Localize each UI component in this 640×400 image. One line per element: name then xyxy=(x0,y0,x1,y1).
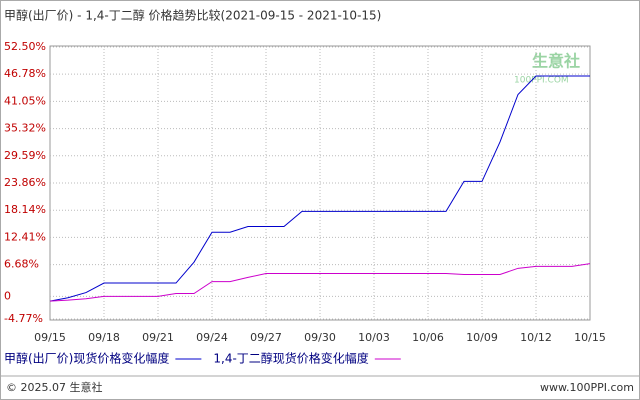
series-line xyxy=(49,75,590,302)
series-line xyxy=(49,263,591,302)
y-tick-label: 0 xyxy=(4,289,11,302)
x-tick-label: 09/18 xyxy=(88,331,120,344)
y-tick-label: 6.68% xyxy=(4,258,39,271)
x-tick-label: 10/12 xyxy=(520,331,552,344)
y-tick-label: 52.50% xyxy=(4,40,46,53)
y-tick-label: 29.59% xyxy=(4,149,46,162)
y-tick-label: 35.32% xyxy=(4,122,46,135)
x-tick-label: 10/03 xyxy=(358,331,390,344)
x-tick-label: 10/06 xyxy=(412,331,444,344)
x-tick-label: 09/24 xyxy=(196,331,228,344)
y-tick-label: 12.41% xyxy=(4,230,46,243)
footer-left: © 2025.07 生意社 xyxy=(6,380,102,394)
y-tick-label: -4.77% xyxy=(4,312,43,325)
x-tick-label: 10/15 xyxy=(574,331,606,344)
x-tick-label: 09/21 xyxy=(142,331,174,344)
legend-label: 1,4-丁二醇现货价格变化幅度 xyxy=(213,351,368,366)
x-tick-label: 10/09 xyxy=(466,331,498,344)
y-tick-label: 41.05% xyxy=(4,94,46,107)
footer-right: www.100PPI.com xyxy=(540,381,634,394)
chart-title: 甲醇(出厂价) - 1,4-丁二醇 价格趋势比较(2021-09-15 - 20… xyxy=(4,8,381,23)
x-tick-label: 09/27 xyxy=(250,331,282,344)
x-tick-label: 09/30 xyxy=(304,331,336,344)
legend-label: 甲醇(出厂价)现货价格变化幅度 xyxy=(4,351,169,366)
watermark: 生意社 xyxy=(532,52,580,71)
y-tick-label: 18.14% xyxy=(4,203,46,216)
y-tick-label: 23.86% xyxy=(4,176,46,189)
watermark-sub: 100PPI.COM xyxy=(514,76,569,86)
y-tick-label: 46.78% xyxy=(4,67,46,80)
x-tick-label: 09/15 xyxy=(34,331,66,344)
